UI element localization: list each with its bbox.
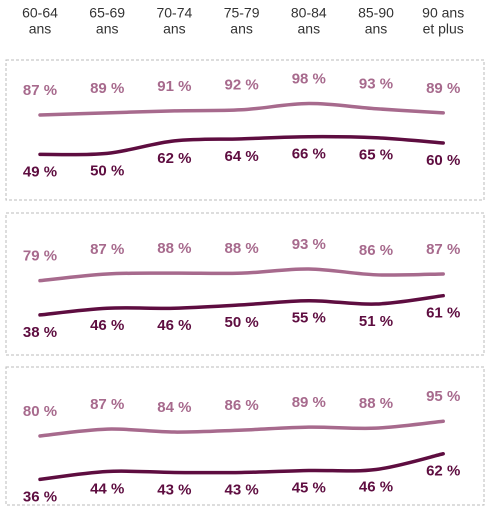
category-label: 90 ans [422,5,464,21]
category-label: 75-79 [224,5,260,21]
series-line [38,134,445,157]
category-label: ans [163,21,186,37]
data-label: 66 % [292,146,326,163]
category-label: ans [96,21,119,37]
category-label: ans [365,21,388,37]
data-label: 87 % [426,241,460,258]
category-label: 65-69 [89,5,125,21]
category-label: ans [230,21,253,37]
category-label: ans [298,21,321,37]
data-label: 87 % [90,396,124,413]
data-label: 64 % [224,148,258,165]
data-label: 91 % [157,78,191,95]
category-label: 70-74 [156,5,192,21]
data-label: 55 % [292,310,326,327]
data-label: 46 % [359,478,393,495]
data-label: 51 % [359,313,393,330]
data-label: 93 % [292,236,326,253]
data-label: 61 % [426,305,460,322]
data-label: 93 % [359,76,393,93]
data-label: 79 % [23,248,57,265]
data-label: 62 % [426,463,460,480]
data-label: 89 % [426,80,460,97]
data-label: 43 % [157,481,191,498]
series-line [38,451,445,482]
data-label: 45 % [292,479,326,496]
series-line [38,267,445,283]
data-label: 87 % [90,241,124,258]
category-label: 60-64 [22,5,58,21]
data-label: 65 % [359,147,393,164]
data-label: 88 % [224,240,258,257]
series-line [38,101,445,117]
data-label: 89 % [90,80,124,97]
panel-frame [5,59,485,201]
series-line [38,293,445,317]
data-label: 87 % [23,82,57,99]
data-label: 49 % [23,163,57,180]
category-label: et plus [423,21,464,37]
data-label: 80 % [23,403,57,420]
data-label: 84 % [157,399,191,416]
data-label: 88 % [359,395,393,412]
panel-frame [5,212,485,356]
data-label: 60 % [426,152,460,169]
data-label: 95 % [426,388,460,405]
category-label: ans [29,21,52,37]
data-label: 36 % [23,488,57,505]
data-label: 89 % [292,394,326,411]
data-label: 38 % [23,324,57,341]
data-label: 50 % [90,162,124,179]
data-label: 62 % [157,150,191,167]
data-label: 46 % [90,317,124,334]
data-label: 88 % [157,240,191,257]
data-label: 46 % [157,317,191,334]
data-label: 50 % [224,314,258,331]
data-label: 92 % [224,77,258,94]
data-label: 98 % [292,71,326,88]
data-label: 86 % [359,242,393,259]
data-label: 44 % [90,480,124,497]
data-label: 86 % [224,397,258,414]
category-label: 80-84 [291,5,327,21]
data-label: 43 % [224,481,258,498]
panel-frame [5,366,485,506]
category-label: 85-90 [358,5,394,21]
series-line [38,419,445,438]
